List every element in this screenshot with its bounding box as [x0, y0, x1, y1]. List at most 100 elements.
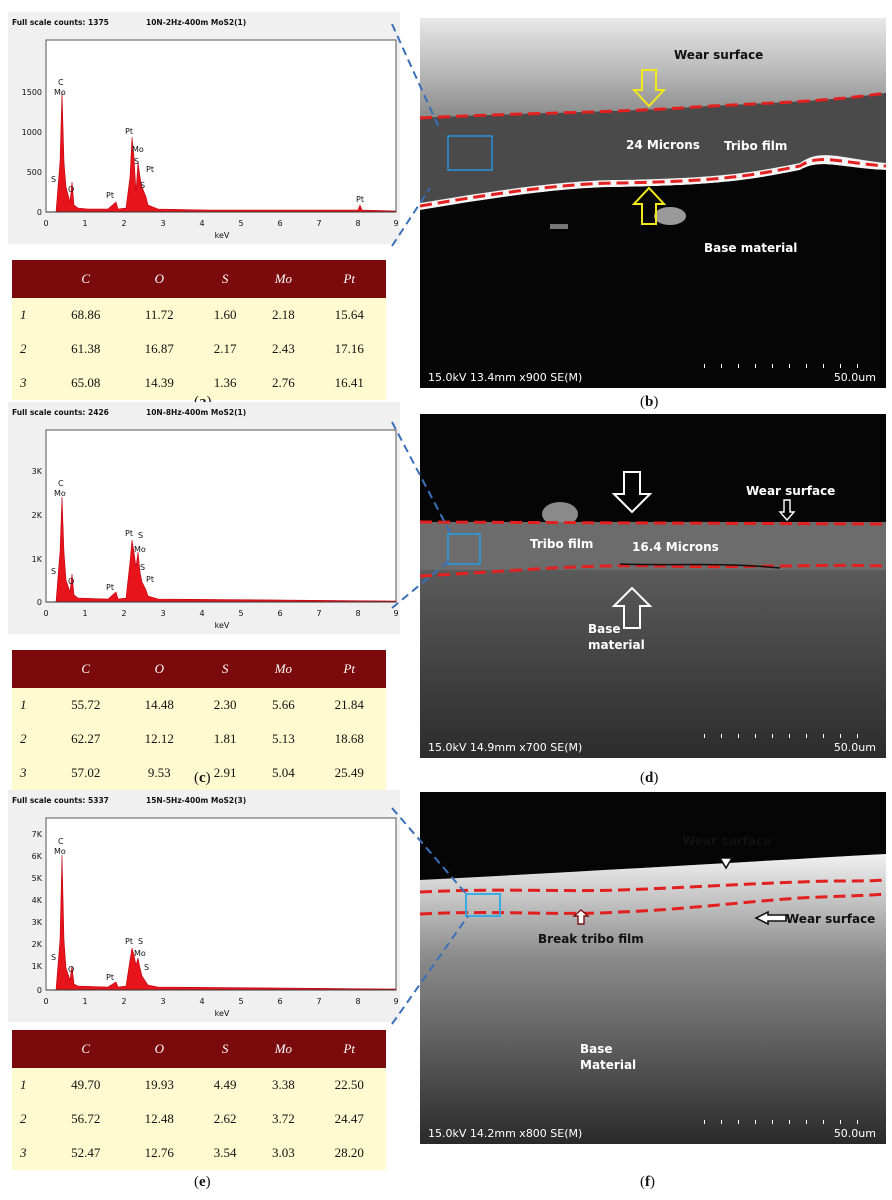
- label-tribo-film: Tribo film: [530, 537, 594, 551]
- sem-info: 15.0kV 13.4mm x900 SE(M): [428, 371, 583, 384]
- x-tick: 8: [355, 997, 360, 1006]
- peak-label: S: [134, 157, 139, 166]
- y-tick: 0: [37, 598, 42, 607]
- label-thickness: 24 Microns: [626, 138, 700, 152]
- caption-e: (e): [194, 1174, 211, 1190]
- table-row: 3 57.02 9.53 2.91 5.04 25.49: [12, 756, 386, 790]
- peak-label: Mo: [132, 145, 144, 154]
- table-header-row: C O S Mo Pt: [12, 1030, 386, 1068]
- table-row: 3 52.47 12.76 3.54 3.03 28.20: [12, 1136, 386, 1170]
- x-tick: 4: [199, 219, 204, 228]
- peak-label: S: [138, 531, 143, 540]
- sem-image-b: Wear surface 24 Microns Tribo film Base …: [420, 18, 886, 388]
- y-tick: 7K: [32, 830, 43, 839]
- peak-label: O: [68, 185, 74, 194]
- y-tick: 1500: [22, 88, 42, 97]
- label-break-tribo-film: Break tribo film: [538, 932, 644, 946]
- y-tick: 1K: [32, 555, 43, 564]
- peak-label: Pt: [106, 583, 114, 592]
- y-tick: 5K: [32, 874, 43, 883]
- sem-info: 15.0kV 14.9mm x700 SE(M): [428, 741, 583, 754]
- x-tick: 8: [355, 609, 360, 618]
- peak-label: Pt: [106, 973, 114, 982]
- peak-label: Pt: [106, 191, 114, 200]
- peak-label: Mo: [54, 847, 66, 856]
- x-tick: 3: [160, 997, 165, 1006]
- composition-table: C O S Mo Pt 1 68.86 11.72 1.60 2.18 15.6…: [12, 260, 386, 400]
- peak-label: Mo: [54, 489, 66, 498]
- x-tick: 2: [121, 219, 126, 228]
- eds-spectrum-e: 7K 6K 5K 4K 3K 2K 1K 0 0 1 2 3 4 5 6 7 8…: [8, 790, 400, 1022]
- peak-label: Mo: [134, 545, 146, 554]
- label-wear-surface-top: Wear surface: [682, 834, 772, 848]
- y-tick: 1000: [22, 128, 42, 137]
- table-header: S: [196, 1030, 255, 1068]
- label-wear-surface: Wear surface: [674, 48, 764, 62]
- x-tick: 0: [43, 997, 48, 1006]
- peak-label: Pt: [146, 165, 154, 174]
- table-header: Mo: [254, 1030, 313, 1068]
- x-tick: 5: [238, 609, 243, 618]
- x-tick: 4: [199, 997, 204, 1006]
- table-row: 1 68.86 11.72 1.60 2.18 15.64: [12, 298, 386, 332]
- caption-c: (c): [194, 770, 211, 786]
- table-row: 2 62.27 12.12 1.81 5.13 18.68: [12, 722, 386, 756]
- peak-label: S: [51, 175, 56, 184]
- peak-label: Mo: [54, 88, 66, 97]
- sem-micrograph: [420, 792, 886, 1144]
- x-tick: 9: [393, 219, 398, 228]
- x-tick: 9: [393, 997, 398, 1006]
- composition-table: C O S Mo Pt 1 55.72 14.48 2.30 5.66 21.8…: [12, 650, 386, 790]
- eds-spectrum-a: 1500 1000 500 0 0 1 2 3 4 5 6 7 8 9 keV …: [8, 12, 400, 244]
- scale-label: 50.0um: [833, 741, 876, 754]
- figure-row-3: 7K 6K 5K 4K 3K 2K 1K 0 0 1 2 3 4 5 6 7 8…: [0, 790, 892, 1200]
- full-scale-counts: Full scale counts: 2426: [12, 408, 109, 417]
- scale-label: 50.0um: [833, 1127, 876, 1140]
- table-row: 1 55.72 14.48 2.30 5.66 21.84: [12, 688, 386, 722]
- label-base-material: Base material: [704, 241, 798, 255]
- sem-image-f: Wear surface Wear surface Break tribo fi…: [420, 792, 886, 1144]
- table-header: O: [122, 260, 197, 298]
- label-base: Base: [580, 1042, 613, 1056]
- x-tick: 5: [238, 219, 243, 228]
- sample-name: 15N-5Hz-400m MoS2(3): [146, 796, 247, 805]
- sem-image-d: Wear surface Tribo film 16.4 Microns Bas…: [420, 414, 886, 758]
- table-header: C: [49, 1030, 123, 1068]
- full-scale-counts: Full scale counts: 5337: [12, 796, 109, 805]
- table-header-row: C O S Mo Pt: [12, 650, 386, 688]
- label-wear-surface: Wear surface: [746, 484, 836, 498]
- x-tick: 0: [43, 219, 48, 228]
- label-material: Material: [580, 1058, 637, 1072]
- spectrum-trace: [46, 496, 397, 603]
- peak-label: C: [58, 78, 64, 87]
- x-axis-label: keV: [215, 1009, 230, 1018]
- peak-label: Pt: [146, 575, 154, 584]
- peak-label: S: [51, 953, 56, 962]
- table-row: 2 56.72 12.48 2.62 3.72 24.47: [12, 1102, 386, 1136]
- table-header: S: [196, 260, 255, 298]
- peak-label: O: [68, 577, 74, 586]
- caption-d: (d): [640, 770, 659, 786]
- y-tick: 1K: [32, 962, 43, 971]
- peak-label: S: [138, 937, 143, 946]
- composition-table: C O S Mo Pt 1 49.70 19.93 4.49 3.38 22.5…: [12, 1030, 386, 1170]
- x-tick: 7: [316, 609, 321, 618]
- label-tribo-film: Tribo film: [724, 139, 788, 153]
- peak-label: S: [140, 181, 145, 190]
- peak-label: Pt: [125, 127, 133, 136]
- y-tick: 6K: [32, 852, 43, 861]
- x-tick: 7: [316, 997, 321, 1006]
- spectrum-trace: [46, 91, 397, 213]
- y-tick: 3K: [32, 467, 43, 476]
- peak-label: C: [58, 479, 64, 488]
- figure-row-1: 1500 1000 500 0 0 1 2 3 4 5 6 7 8 9 keV …: [0, 12, 892, 410]
- y-tick: 500: [27, 168, 42, 177]
- x-tick: 1: [82, 219, 87, 228]
- y-tick: 0: [37, 208, 42, 217]
- peak-label: S: [144, 963, 149, 972]
- table-header: C: [49, 650, 123, 688]
- sample-name: 10N-2Hz-400m MoS2(1): [146, 18, 247, 27]
- peak-label: O: [68, 965, 74, 974]
- x-axis-label: keV: [215, 231, 230, 240]
- label-base: Base: [588, 622, 621, 636]
